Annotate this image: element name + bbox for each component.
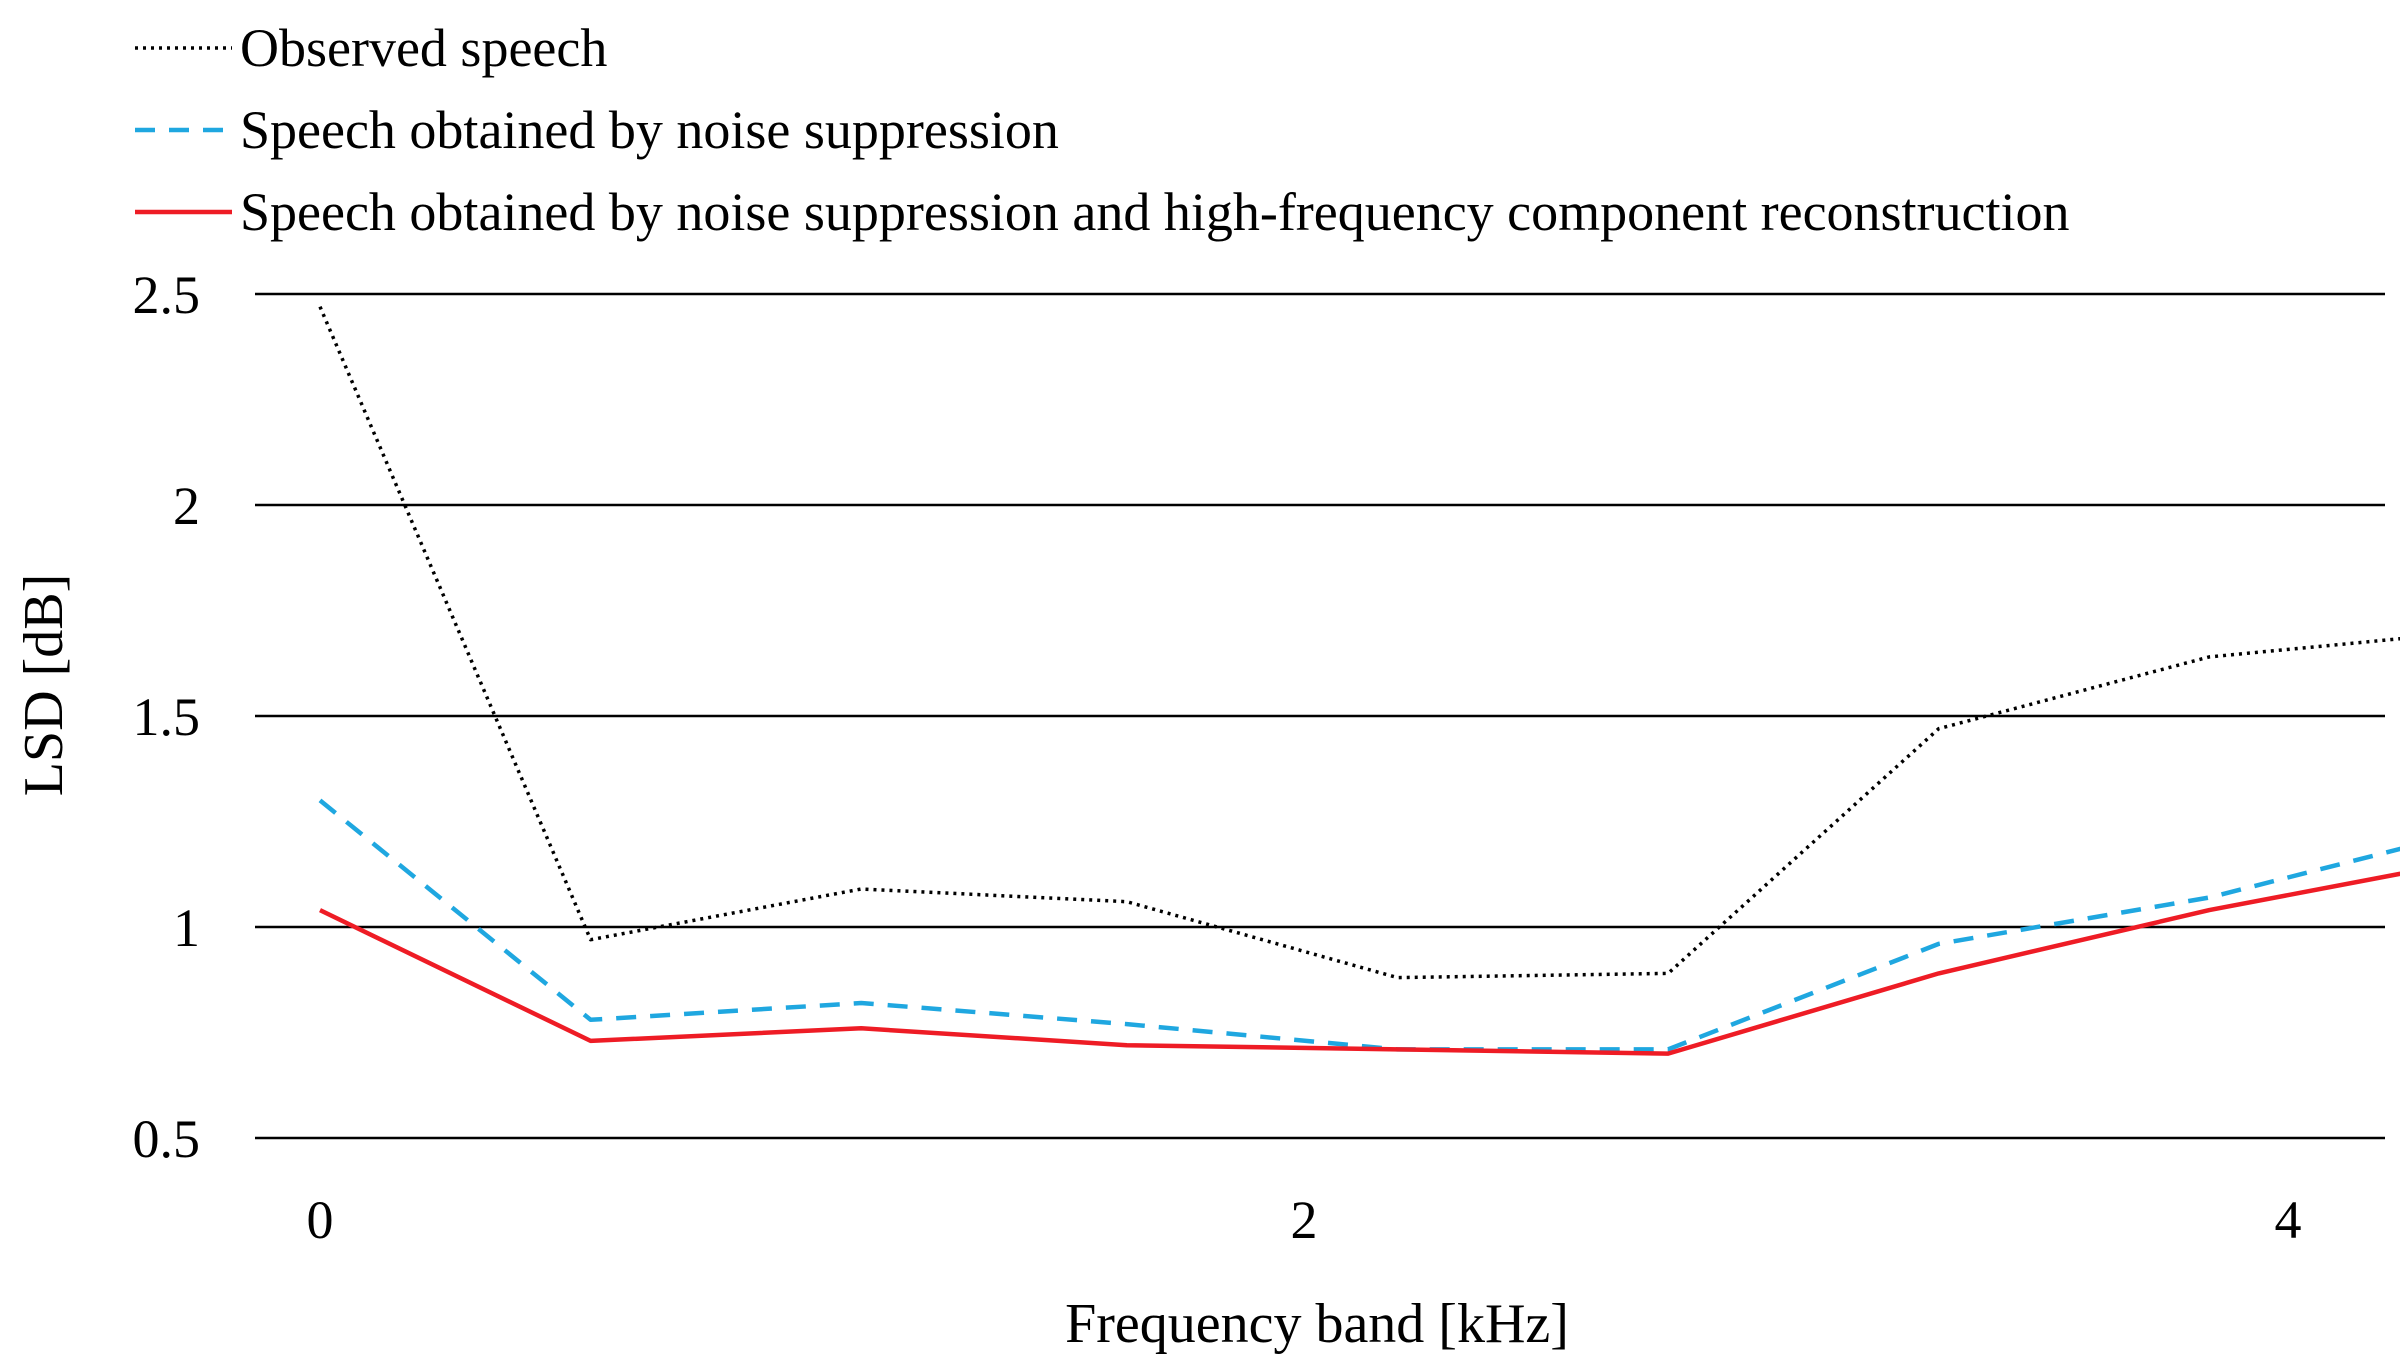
- x-tick-label: 4: [2275, 1190, 2302, 1250]
- y-tick-label: 0.5: [133, 1109, 201, 1169]
- y-tick-label: 1: [173, 898, 200, 958]
- x-tick-label: 0: [307, 1190, 334, 1250]
- x-axis-title: Frequency band [kHz]: [1065, 1293, 1569, 1355]
- x-axis-ticks: 02468: [307, 1190, 2302, 1250]
- series-line-3: [319, 871, 2400, 1056]
- series-line-2: [318, 798, 2400, 1052]
- series-line-1: [318, 306, 2400, 980]
- gridlines: [255, 292, 2385, 1140]
- y-axis-ticks: 0.5 1 1.5 2 2.5: [133, 265, 201, 1169]
- series-lines: [318, 306, 2400, 1056]
- legend-label: Speech obtained by noise suppression: [240, 100, 1059, 160]
- legend-label: Speech obtained by noise suppression and…: [240, 182, 2070, 242]
- legend: Observed speech Speech obtained by noise …: [135, 18, 2070, 242]
- legend-label: Observed speech: [240, 18, 607, 78]
- y-tick-label: 1.5: [133, 687, 201, 747]
- y-tick-label: 2: [173, 476, 200, 536]
- y-tick-label: 2.5: [133, 265, 201, 325]
- y-axis-title: LSD [dB]: [13, 574, 75, 796]
- x-tick-label: 2: [1291, 1190, 1318, 1250]
